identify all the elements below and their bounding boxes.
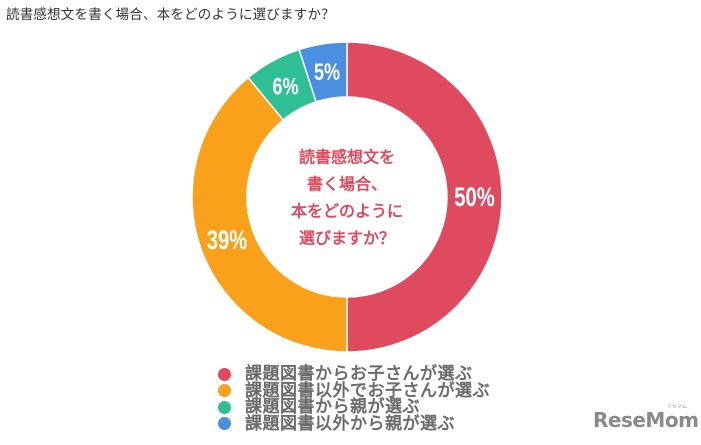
center-label: 読書感想文を書く場合、本をどのように選びますか？ [291, 148, 403, 248]
legend-dot-icon [218, 367, 231, 381]
center-label-line: 読書感想文を [299, 148, 395, 167]
legend: 課題図書からお子さんが選ぶ 課題図書以外でお子さんが選ぶ 課題図書から親が選ぶ … [218, 366, 490, 432]
slice-value-label: 50% [454, 182, 495, 213]
legend-label: 課題図書から親が選ぶ [245, 397, 420, 418]
slice-value-label: 39% [207, 225, 248, 256]
donut-slice [191, 76, 348, 353]
center-label-line: 書く場合、 [307, 175, 387, 194]
center-label-line: 本をどのように [291, 202, 403, 221]
legend-item: 課題図書から親が選ぶ [218, 399, 490, 416]
legend-item: 課題図書からお子さんが選ぶ [218, 366, 490, 383]
slice-value-label: 5% [314, 60, 340, 86]
center-label-line: 選びますか？ [299, 229, 395, 248]
donut-slice [298, 41, 348, 103]
logo-subtext: リセマム [667, 404, 688, 410]
legend-item: 課題図書以外から親が選ぶ [218, 413, 490, 434]
donut-slice [346, 41, 503, 353]
legend-label: 課題図書以外から親が選ぶ [245, 413, 455, 434]
donut-slices [191, 41, 503, 353]
page-title: 読書感想文を書く場合、本をどのように選びますか？ [6, 7, 335, 23]
resemom-logo: ReseMom [593, 408, 699, 432]
legend-item: 課題図書以外でお子さんが選ぶ [218, 380, 490, 401]
legend-dot-icon [218, 384, 231, 398]
legend-dot-icon [218, 417, 231, 431]
slice-value-labels: 50% 39% 6% 5% [207, 60, 495, 256]
legend-label: 課題図書以外でお子さんが選ぶ [245, 380, 490, 401]
legend-dot-icon [218, 400, 231, 414]
legend-label: 課題図書からお子さんが選ぶ [245, 364, 473, 385]
slice-value-label: 6% [273, 74, 299, 100]
